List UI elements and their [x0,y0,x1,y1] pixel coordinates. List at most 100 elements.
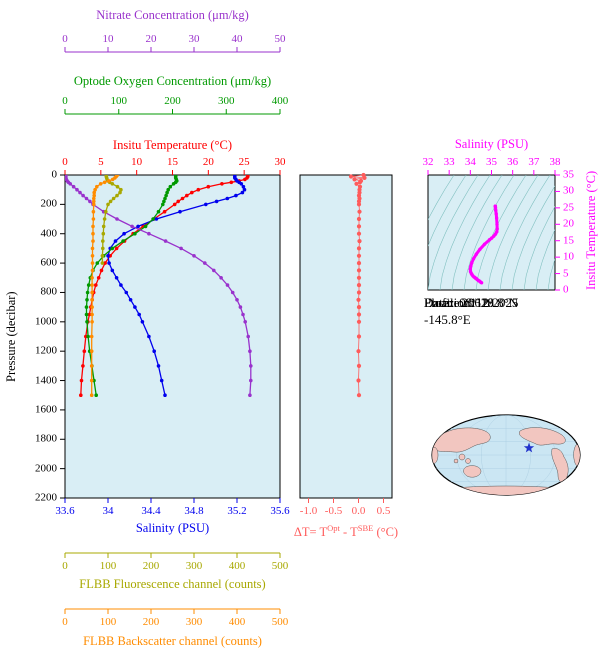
salinity-tick-label: 33.6 [55,505,75,517]
ts-temperature-axis-title: Insitu Temperature (°C) [584,170,598,290]
pressure-tick-label: 800 [40,285,58,298]
salinity-axis-title: Salinity (PSU) [135,521,210,535]
fluorescence-tick-label: 0 [62,560,68,572]
ts-temperature-tick-label: 20 [563,217,574,230]
fluorescence-tick-label: 200 [142,560,160,572]
temperature-tick-label: 30 [274,156,286,168]
date-label: Date: [424,295,453,310]
delta-t-axis-title: ΔT= TOpt - TSBE (°C) [281,521,411,539]
backscatter-tick-label: 300 [185,616,203,628]
pressure-tick-label: 1000 [35,315,57,328]
delta-t-tick-label: -0.5 [324,505,343,517]
fluorescence-tick-label: 500 [271,560,289,572]
salinity-tick-label: 35.2 [227,505,247,517]
temperature-tick-label: 10 [131,156,143,168]
nitrate-tick-label: 40 [231,33,243,45]
ts-temperature-tick-label: 25 [563,201,574,214]
oxygen-axis-title: Optode Oxygen Concentration (μm/kg) [73,74,272,88]
pressure-tick-label: 200 [40,197,58,210]
pressure-tick-label: 1400 [35,374,57,387]
temperature-tick-label: 5 [98,156,104,168]
delta-t-label-sup-opt: Opt [327,523,340,533]
ts-temperature-tick-label: 5 [563,267,569,280]
nitrate-tick-label: 50 [274,33,286,45]
backscatter-tick-label: 100 [99,616,117,628]
nitrate-tick-label: 10 [102,33,114,45]
temperature-tick-label: 25 [238,156,250,168]
fluorescence-tick-label: 300 [185,560,203,572]
delta-t-points [348,172,367,398]
temperature-tick-label: 15 [167,156,178,168]
density-contours [428,175,555,290]
backscatter-tick-label: 500 [271,616,289,628]
float-info-row-location: Location: 29.8°N -145.8°E [424,294,518,328]
delta-t-tick-label: -1.0 [299,505,318,517]
fluorescence-axis-title: FLBB Fluorescence channel (counts) [79,577,266,591]
pressure-tick-label: 1200 [35,344,57,357]
ts-curve [468,204,499,285]
float-label: Float: [424,295,455,310]
delta-t-label-mid: - T [339,525,358,540]
oxygen-tick-label: 400 [271,95,289,107]
world-map [431,414,581,496]
ts-temperature-tick-label: 10 [563,250,574,263]
temperature-tick-label: 0 [62,156,68,168]
nitrate-tick-label: 30 [188,33,200,45]
pressure-tick-label: 600 [40,256,58,269]
oxygen-tick-label: 200 [164,95,181,107]
delta-t-label-pre: ΔT= T [293,525,328,540]
nitrate-tick-label: 20 [145,33,157,45]
backscatter-tick-label: 200 [142,616,160,628]
profile-value: 112 [470,295,490,310]
profile-label: Profile: [424,295,463,310]
nitrate-axis-title: Nitrate Concentration (μm/kg) [96,8,249,22]
nitrate-profile-curve [65,175,253,398]
ts-temperature-tick-label: 30 [563,184,574,197]
backscatter-tick-label: 400 [228,616,246,628]
ts-salinity-tick-label: 34 [464,156,476,168]
delta-t-plot-area [299,174,393,499]
salinity-tick-label: 35.6 [270,505,290,517]
fluorescence-tick-label: 100 [99,560,117,572]
salinity-tick-label: 34.8 [184,505,204,517]
ts-temperature-tick-label: 15 [563,234,574,247]
pressure-tick-label: 1600 [35,403,57,416]
delta-t-tick-label: 0.5 [376,505,391,517]
pressure-tick-label: 400 [40,227,58,240]
pressure-axis-title: Pressure (decibar) [4,291,18,382]
ts-salinity-axis-title: Salinity (PSU) [454,137,529,151]
ts-salinity-tick-label: 33 [443,156,455,168]
backscatter-tick-label: 0 [62,616,68,628]
main-plot-area [64,174,281,499]
location-value: 29.8°N -145.8°E [424,295,519,327]
delta-t-label-post: (°C) [373,525,399,540]
oxygen-tick-label: 100 [110,95,128,107]
salinity-tick-label: 34 [102,505,114,517]
delta-t-label-sup-sbe: SBE [357,523,374,533]
ts-salinity-tick-label: 37 [528,156,540,168]
fluorescence-tick-label: 400 [228,560,246,572]
salinity-tick-label: 34.4 [141,505,161,517]
oxygen-tick-label: 0 [62,95,68,107]
nitrate-tick-label: 0 [62,33,68,45]
pressure-tick-label: 1800 [35,432,57,445]
ts-salinity-tick-label: 32 [422,156,434,168]
float-value: 20618 [461,295,494,310]
ts-temperature-tick-label: 0 [563,283,569,296]
backscatter-profile-curve [89,175,120,398]
ts-salinity-tick-label: 38 [549,156,561,168]
ts-temperature-tick-label: 35 [563,168,574,181]
ts-salinity-tick-label: 36 [507,156,519,168]
backscatter-axis-title: FLBB Backscatter channel (counts) [83,634,262,648]
float-info-row-float: Float: 20618 [424,294,494,311]
float-info-row-date: Date: 08/12/2025 [424,294,518,311]
delta-t-tick-label: 0.0 [351,505,366,517]
oxygen-tick-label: 300 [218,95,235,107]
pressure-tick-label: 2000 [35,462,57,475]
location-label: Location: [424,295,474,310]
ts-salinity-tick-label: 35 [486,156,497,168]
salinity-profile-curve [106,175,247,398]
date-value: 08/12/2025 [459,295,519,310]
